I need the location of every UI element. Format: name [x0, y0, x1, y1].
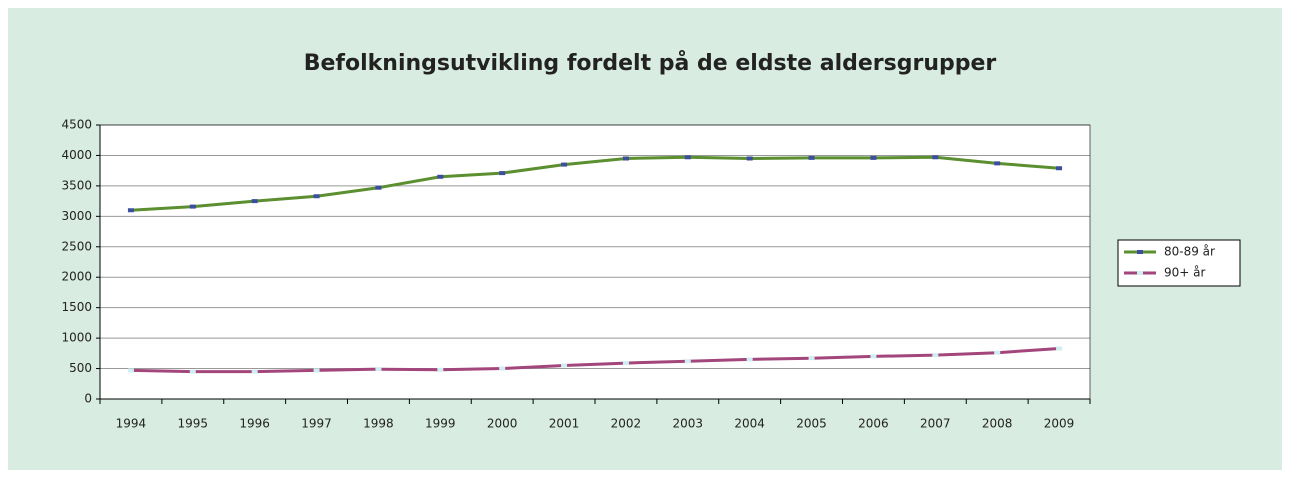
x-tick-label: 2000 [487, 417, 518, 431]
point-marker [932, 353, 939, 358]
plot-area [100, 125, 1090, 399]
series-line [130, 155, 1060, 212]
point-marker [932, 155, 939, 160]
y-tick-label: 1000 [61, 331, 92, 345]
x-tick-label: 1994 [116, 417, 147, 431]
y-tick-label: 0 [84, 392, 92, 406]
y-tick-label: 3000 [61, 209, 92, 223]
point-marker [437, 367, 444, 372]
point-marker [808, 356, 815, 361]
point-marker [1056, 346, 1063, 351]
point-marker [684, 359, 691, 364]
point-marker [437, 174, 444, 179]
point-marker [313, 368, 320, 373]
point-marker [127, 208, 134, 213]
y-tick-label: 500 [69, 361, 92, 375]
point-marker [561, 162, 568, 167]
point-marker [622, 156, 629, 161]
x-tick-label: 2003 [673, 417, 704, 431]
legend-marker [1137, 250, 1143, 254]
point-marker [684, 155, 691, 160]
point-marker [870, 354, 877, 359]
x-tick-label: 1995 [178, 417, 209, 431]
y-tick-label: 1500 [61, 300, 92, 314]
point-marker [994, 350, 1001, 355]
point-marker [189, 369, 196, 374]
y-tick-label: 4500 [61, 118, 92, 132]
point-marker [251, 199, 258, 204]
y-tick-label: 4000 [61, 148, 92, 162]
point-marker [561, 363, 568, 368]
point-marker [1056, 166, 1063, 171]
x-tick-label: 2005 [796, 417, 827, 431]
point-marker [251, 369, 258, 374]
x-tick-label: 2008 [982, 417, 1013, 431]
x-tick-label: 2004 [734, 417, 765, 431]
point-marker [622, 361, 629, 366]
chart-title: Befolkningsutvikling fordelt på de eldst… [304, 50, 997, 76]
point-marker [127, 368, 134, 373]
x-tick-label: 2001 [549, 417, 580, 431]
legend-marker [1137, 271, 1143, 275]
x-tick-label: 1996 [239, 417, 270, 431]
point-marker [375, 185, 382, 190]
point-marker [746, 357, 753, 362]
point-marker [994, 161, 1001, 166]
series-line [130, 346, 1060, 374]
y-tick-label: 2000 [61, 270, 92, 284]
x-tick-label: 1997 [301, 417, 332, 431]
x-tick-label: 1999 [425, 417, 456, 431]
point-marker [499, 366, 506, 371]
x-tick-label: 2009 [1044, 417, 1075, 431]
legend-label: 90+ år [1164, 266, 1205, 280]
x-tick-label: 2007 [920, 417, 951, 431]
legend-box [1117, 239, 1241, 287]
point-marker [808, 155, 815, 160]
point-marker [189, 204, 196, 209]
point-marker [746, 156, 753, 161]
y-tick-label: 3500 [61, 178, 92, 192]
point-marker [499, 171, 506, 176]
point-marker [870, 155, 877, 160]
x-tick-label: 2002 [611, 417, 642, 431]
legend-label: 80-89 år [1164, 245, 1215, 259]
point-marker [375, 367, 382, 372]
point-marker [313, 194, 320, 199]
y-tick-label: 2500 [61, 239, 92, 253]
x-tick-label: 2006 [858, 417, 889, 431]
x-tick-label: 1998 [363, 417, 394, 431]
